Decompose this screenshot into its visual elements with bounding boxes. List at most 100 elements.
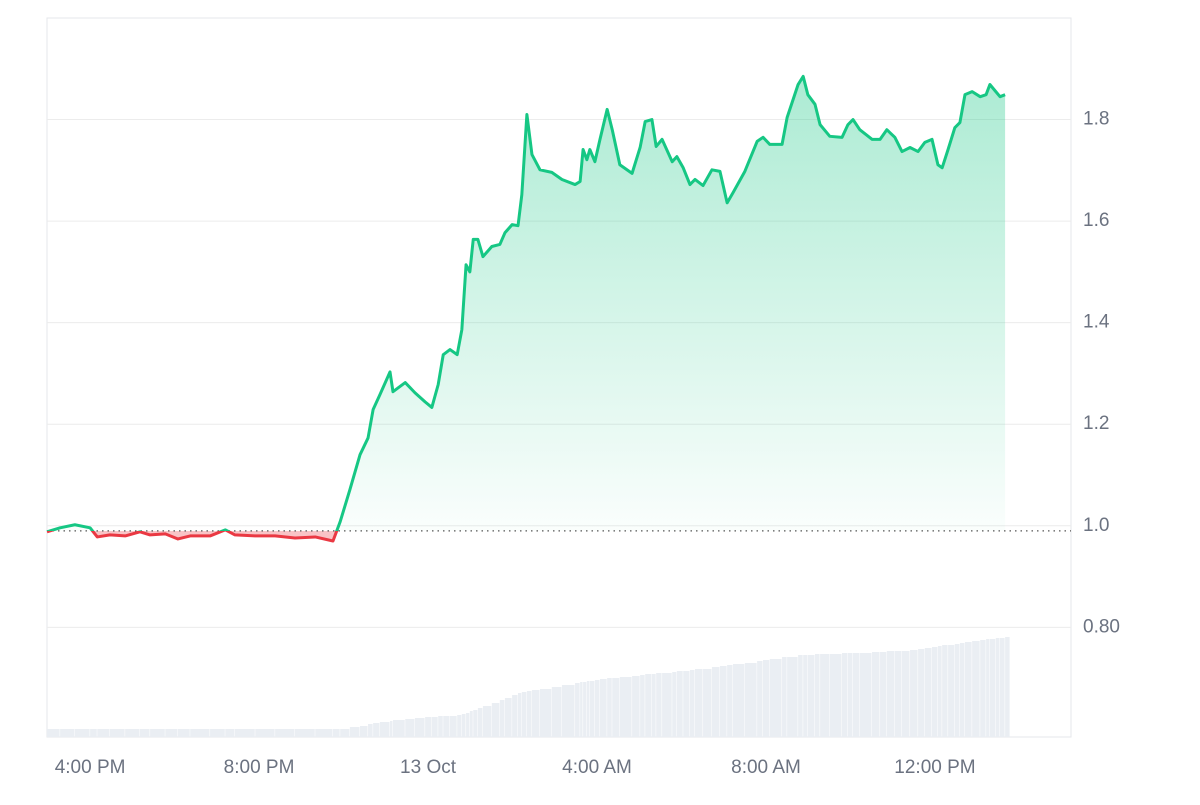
price-line [46,74,1006,543]
volume-bar [315,729,333,737]
volume-bar [580,682,583,737]
volume-bar [466,713,470,737]
volume-bar [368,724,373,737]
y-tick-label: 0.80 [1083,616,1120,637]
volume-bar [886,651,895,737]
volume-bar [733,664,745,737]
volume-bar [477,708,483,737]
volume-bar [632,676,640,737]
volume-bar [518,693,522,737]
volume-bar [763,660,770,737]
volume-bar [504,698,512,737]
volume-bar [539,689,552,737]
volume-bar [491,703,500,737]
volume-bar [880,652,887,737]
volume-bar [972,641,980,737]
volume-bar [551,687,562,737]
volume-bar [390,721,393,737]
volume-bar [798,655,803,737]
volume-bar [125,729,140,737]
volume-bar [820,654,830,737]
volume-bar [109,729,125,737]
volume-bar [894,651,902,737]
volume-bar [255,729,275,737]
volume-bar [589,681,595,737]
volume-bar [469,711,473,737]
volume-bar [937,646,942,737]
volume-bar [619,677,632,737]
volume-bar [97,729,110,737]
volume-bar [450,716,457,737]
volume-bar [924,648,932,737]
volume-bar [526,691,532,737]
volume-bar [853,653,860,737]
x-tick-label: 13 Oct [400,757,457,778]
y-tick-label: 1.2 [1083,413,1109,434]
volume-bar [90,729,97,737]
volume-bar [645,674,652,737]
x-tick-label: 4:00 AM [562,757,632,778]
volume-bar [656,673,662,737]
volume-bar [689,670,695,737]
volume-bar [340,729,350,737]
volume-bar [373,723,380,737]
y-tick-label: 1.6 [1083,210,1109,231]
volume-bar [431,717,438,737]
volume-bar [499,700,505,737]
volume-bar [989,639,996,737]
volume-bar [859,653,872,737]
y-tick-label: 1.8 [1083,109,1109,130]
volume-bar [150,729,165,737]
volume-bar [210,729,225,737]
volume-bar [964,642,972,737]
volume-bar [234,729,255,737]
volume-bar [727,665,733,737]
y-tick-label: 1.4 [1083,312,1110,333]
volume-bar [607,678,612,737]
volume-bar [47,729,60,737]
volume-bar [815,654,820,737]
price-area [47,76,1006,541]
volume-bar [165,729,178,737]
volume-bar [332,729,340,737]
volume-bar [425,717,432,737]
volume-bar [744,663,757,737]
volume-bar [847,653,853,737]
volume-bar [139,729,150,737]
volume-bar [521,692,527,737]
volume-bar [672,672,677,737]
volume-bar [438,716,443,737]
volume-bar [651,674,656,737]
volume-bar [74,729,90,737]
volume-bar [942,645,948,737]
volume-bar [583,682,587,737]
volume-bar [190,729,210,737]
volume-bar [392,720,405,737]
volume-bar [275,729,295,737]
volume-bar [769,659,782,737]
y-tick-label: 1.0 [1083,515,1109,536]
volume-bar [954,644,960,737]
volume-bar [294,729,315,737]
volume-bar [414,718,425,737]
volume-bar [918,649,925,737]
volume-bar [1005,637,1010,737]
volume-bar [531,690,540,737]
volume-bar [473,710,478,737]
volume-bar [599,679,607,737]
volume-bar [177,729,190,737]
volume-bar [443,716,450,737]
volume-bar [461,714,466,737]
x-tick-label: 8:00 PM [224,757,295,778]
x-tick-label: 4:00 PM [55,757,126,778]
volume-bar [782,657,787,737]
volume-bar [575,683,580,737]
volume-bar [980,640,986,737]
volume-bar [719,666,727,737]
volume-bar [1000,638,1005,737]
volume-bar [986,639,990,737]
volume-bar [872,652,880,737]
volume-bar [807,655,815,737]
volume-bar [695,669,703,737]
volume-bar [910,650,918,737]
